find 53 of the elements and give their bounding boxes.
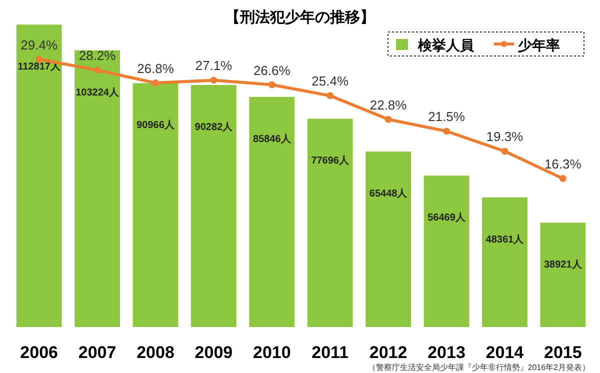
x-tick-label: 2007	[78, 343, 116, 362]
data-label: 22.8%	[370, 97, 408, 112]
point	[152, 79, 159, 86]
data-label: 65448人	[369, 188, 408, 200]
x-tick-label: 2011	[312, 343, 349, 362]
x-tick-label: 2008	[136, 343, 174, 362]
legend-label: 少年率	[518, 37, 560, 53]
data-label: 19.3%	[486, 129, 524, 144]
data-label: 27.1%	[195, 58, 233, 74]
bar	[366, 152, 411, 327]
x-tick-label: 2012	[369, 343, 408, 362]
data-label: 29.4%	[20, 37, 58, 52]
data-label: 28.2%	[78, 48, 116, 64]
data-label: 26.8%	[137, 60, 174, 76]
data-label: 85846人	[252, 132, 292, 145]
data-label: 26.6%	[253, 62, 291, 78]
x-tick-label: 2013	[428, 343, 466, 362]
x-tick-label: 2015	[544, 343, 582, 362]
point	[559, 175, 566, 182]
bar	[482, 197, 528, 327]
bar	[540, 222, 586, 327]
point	[36, 56, 43, 63]
data-label: 77696人	[311, 154, 350, 167]
data-label: 103224人	[76, 86, 120, 98]
point	[268, 81, 276, 88]
bar	[249, 96, 295, 327]
data-label: 21.5%	[428, 109, 466, 124]
legend-label: 検挙人員	[417, 37, 475, 53]
bar	[191, 85, 236, 327]
data-label: 48361人	[486, 233, 525, 246]
point	[443, 128, 450, 135]
x-tick-label: 2010	[252, 343, 291, 362]
bar	[132, 83, 178, 327]
data-label: 56469人	[428, 212, 466, 224]
data-label: 90282人	[194, 121, 234, 134]
chart-title: 【刑法犯少年の推移】	[225, 9, 375, 26]
x-tick-label: 2014	[486, 343, 524, 362]
data-label: 25.4%	[312, 74, 349, 89]
point	[501, 148, 508, 155]
bar	[16, 24, 62, 327]
x-tick-label: 2009	[194, 343, 233, 362]
x-tick-label: 2006	[20, 343, 58, 362]
point	[384, 116, 392, 123]
point	[326, 92, 334, 100]
data-label: 16.3%	[544, 156, 582, 172]
bar	[74, 50, 120, 327]
bar	[424, 176, 470, 327]
text: （警察庁生活安全局少年課『少年非行情勢』2016年2月発表）	[368, 363, 590, 372]
point	[94, 66, 101, 74]
point	[210, 76, 218, 84]
bar	[307, 118, 353, 327]
data-label: 90966人	[136, 119, 176, 132]
data-label: 38921人	[544, 258, 583, 271]
